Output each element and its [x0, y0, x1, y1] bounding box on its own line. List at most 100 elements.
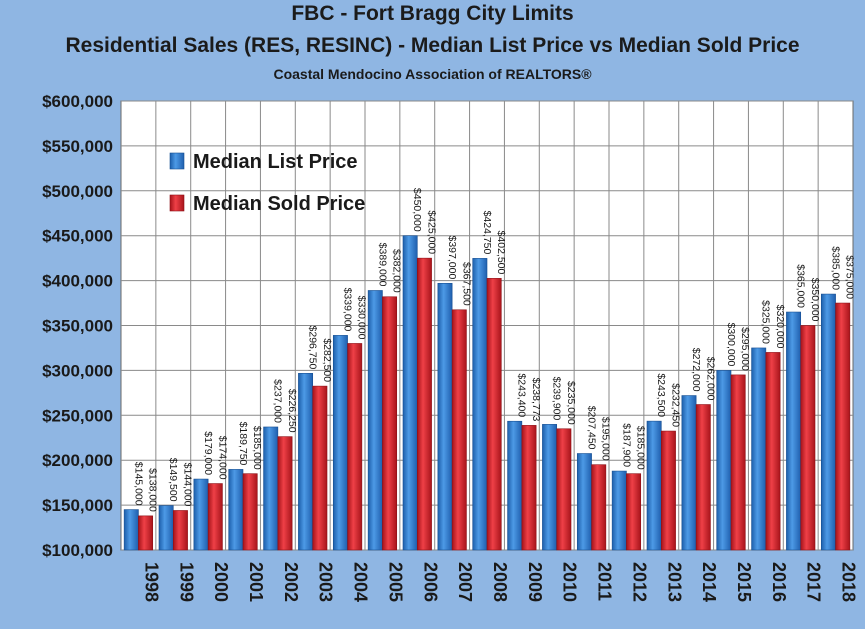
bar-list-price [402, 235, 418, 551]
data-label: $402,500 [495, 231, 507, 275]
data-label: $300,000 [725, 323, 737, 367]
legend-swatch-list [169, 152, 185, 170]
bar-list-price [611, 470, 627, 551]
data-label: $195,000 [600, 417, 612, 461]
y-tick-label: $100,000 [42, 541, 113, 560]
data-label: $185,000 [251, 426, 263, 470]
data-label: $385,000 [829, 246, 841, 290]
x-tick-label: 2004 [351, 562, 371, 602]
data-label: $243,400 [516, 373, 528, 417]
bar-sold-price [835, 302, 851, 551]
bar-sold-price [382, 296, 398, 551]
bar-list-price [576, 453, 592, 551]
bar-sold-price [521, 425, 537, 551]
data-label: $424,750 [481, 211, 493, 255]
bar-list-price [123, 509, 139, 551]
bar-sold-price [765, 352, 781, 551]
y-tick-label: $400,000 [42, 272, 113, 291]
data-label: $325,000 [760, 300, 772, 344]
x-tick-label: 2008 [490, 562, 510, 602]
x-tick-label: 2003 [316, 562, 336, 602]
bar-sold-price [591, 464, 607, 551]
data-label: $272,000 [690, 348, 702, 392]
data-label: $207,450 [585, 406, 597, 450]
data-label: $450,000 [411, 188, 423, 232]
data-label: $138,000 [147, 468, 159, 512]
y-tick-label: $150,000 [42, 496, 113, 515]
x-tick-label: 2017 [804, 562, 824, 602]
x-tick-label: 2012 [629, 562, 649, 602]
data-label: $367,500 [460, 262, 472, 306]
bar-sold-price [277, 436, 293, 551]
data-label: $226,250 [286, 389, 298, 433]
bar-list-price [228, 469, 244, 551]
y-tick-label: $350,000 [42, 317, 113, 336]
bar-list-price [158, 505, 174, 551]
bar-sold-price [416, 257, 432, 551]
bar-list-price [193, 478, 209, 551]
x-tick-label: 2005 [385, 562, 405, 602]
bar-list-price [820, 293, 836, 551]
bar-sold-price [626, 473, 642, 551]
bar-list-price [332, 335, 348, 551]
data-label: $350,000 [809, 278, 821, 322]
data-label: $237,000 [272, 379, 284, 423]
bar-sold-price [242, 473, 258, 551]
y-tick-label: $200,000 [42, 451, 113, 470]
bar-list-price [681, 395, 697, 551]
bar-sold-price [730, 374, 746, 551]
data-label: $189,750 [237, 422, 249, 466]
y-tick-label: $250,000 [42, 406, 113, 425]
x-tick-label: 2014 [699, 562, 719, 602]
y-tick-label: $500,000 [42, 182, 113, 201]
bar-sold-price [556, 428, 572, 551]
data-label: $235,000 [565, 381, 577, 425]
bar-sold-price [138, 515, 154, 551]
bar-list-price [472, 258, 488, 551]
x-tick-label: 2010 [560, 562, 580, 602]
data-label: $232,450 [669, 383, 681, 427]
data-label: $320,000 [774, 305, 786, 349]
bar-sold-price [660, 430, 676, 551]
bar-sold-price [486, 278, 502, 551]
data-label: $238,773 [530, 378, 542, 422]
x-tick-label: 2002 [281, 562, 301, 602]
data-label: $262,000 [704, 357, 716, 401]
data-label: $425,000 [425, 210, 437, 254]
data-label: $375,000 [844, 255, 856, 299]
data-label: $330,000 [356, 296, 368, 340]
data-label: $145,000 [132, 462, 144, 506]
data-label: $382,000 [391, 249, 403, 293]
data-label: $187,900 [620, 423, 632, 467]
x-tick-label: 2016 [769, 562, 789, 602]
x-tick-label: 2009 [525, 562, 545, 602]
bar-list-price [646, 420, 662, 551]
bar-sold-price [207, 483, 223, 551]
bar-list-price [507, 420, 523, 551]
bar-list-price [542, 424, 558, 551]
data-label: $144,000 [181, 463, 193, 507]
bar-list-price [786, 311, 802, 551]
data-label: $365,000 [795, 264, 807, 308]
y-tick-label: $300,000 [42, 361, 113, 380]
data-label: $185,000 [635, 426, 647, 470]
x-tick-label: 2007 [455, 562, 475, 602]
data-label: $339,000 [341, 288, 353, 332]
legend-swatch-sold [169, 194, 185, 212]
y-tick-label: $550,000 [42, 137, 113, 156]
bar-sold-price [172, 510, 188, 551]
chart-source: Coastal Mendocino Association of REALTOR… [273, 66, 592, 82]
data-label: $282,500 [321, 338, 333, 382]
data-label: $295,000 [739, 327, 751, 371]
data-label: $239,900 [551, 377, 563, 421]
x-tick-label: 2013 [664, 562, 684, 602]
bar-list-price [263, 426, 279, 551]
data-label: $243,500 [655, 373, 667, 417]
data-label: $389,000 [376, 243, 388, 287]
x-tick-label: 2018 [839, 562, 859, 602]
x-tick-label: 2001 [246, 562, 266, 602]
chart-subtitle: Residential Sales (RES, RESINC) - Median… [65, 34, 800, 57]
bar-list-price [716, 370, 732, 551]
data-label: $397,000 [446, 235, 458, 279]
